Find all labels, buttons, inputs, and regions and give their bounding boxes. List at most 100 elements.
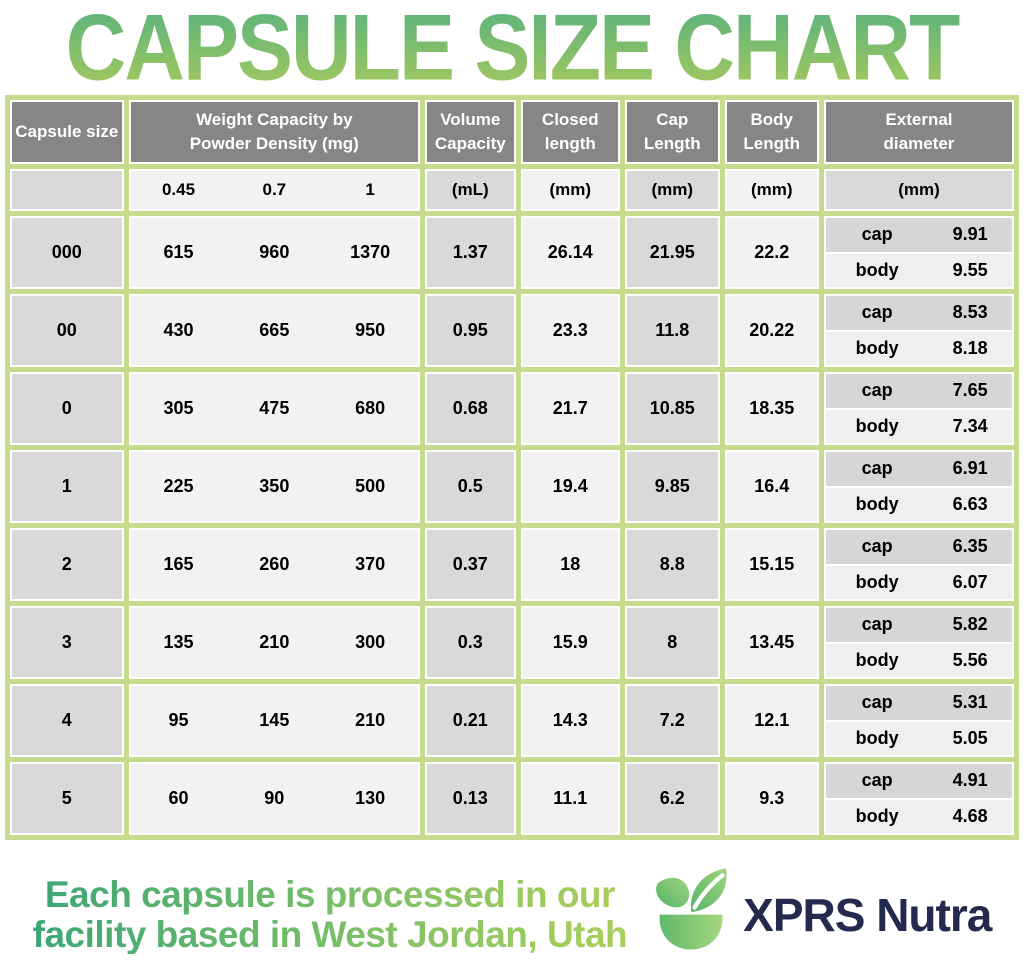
- weight-value-045: 95: [168, 710, 189, 730]
- weight-value-07: 475: [259, 398, 290, 418]
- unit-external-diameter: (mm): [823, 169, 1014, 211]
- external-diameter-body-row: body 9.55: [825, 253, 1012, 287]
- capsule-size-cell: 00: [10, 294, 124, 367]
- tagline: Each capsule is processed in our facilit…: [33, 875, 628, 955]
- weight-value-07: 145: [259, 710, 290, 730]
- unit-capsule-size-empty: [10, 169, 124, 211]
- external-diameter-cap-row: cap 4.91: [825, 764, 1012, 798]
- body-length-cell: 18.35: [724, 372, 819, 445]
- body-length-cell: 12.1: [724, 684, 819, 757]
- table-row: 1 225 350 500 0.5 19.4 9.85 16.4 cap 6.9…: [10, 450, 1014, 523]
- header-cap-line2: Length: [643, 134, 701, 153]
- weight-value-07: 210: [259, 632, 290, 652]
- body-length-cell: 20.22: [724, 294, 819, 367]
- ext-cap-label: cap: [861, 614, 893, 635]
- header-external-diameter: External diameter: [823, 100, 1014, 164]
- body-length-cell: 9.3: [724, 762, 819, 835]
- volume-capacity-cell: 0.13: [425, 762, 516, 835]
- external-diameter-body-row: body 7.34: [825, 409, 1012, 443]
- ext-body-value: 9.55: [952, 259, 988, 280]
- table-row: 0 305 475 680 0.68 21.7 10.85 18.35 cap …: [10, 372, 1014, 445]
- weight-value-045: 430: [163, 320, 194, 340]
- capsule-size-cell: 5: [10, 762, 124, 835]
- external-diameter-cap-row: cap 5.31: [825, 686, 1012, 720]
- header-body-length: Body Length: [724, 100, 819, 164]
- header-body-line2: Length: [743, 134, 801, 153]
- external-diameter-cap-row: cap 5.82: [825, 608, 1012, 642]
- weight-value-1: 500: [355, 476, 386, 496]
- ext-body-value: 4.68: [952, 805, 988, 826]
- cap-length-cell: 10.85: [625, 372, 720, 445]
- volume-capacity-cell: 0.21: [425, 684, 516, 757]
- external-diameter-cap-row: cap 6.35: [825, 530, 1012, 564]
- header-closed-line2: length: [544, 134, 596, 153]
- header-volume-capacity: Volume Capacity: [425, 100, 516, 164]
- ext-body-label: body: [855, 259, 899, 280]
- table-row: 3 135 210 300 0.3 15.9 8 13.45 cap 5.82 …: [10, 606, 1014, 679]
- weight-value-045: 305: [163, 398, 194, 418]
- ext-cap-label: cap: [861, 536, 893, 557]
- table-row: 2 165 260 370 0.37 18 8.8 15.15 cap 6.35…: [10, 528, 1014, 601]
- weight-capacity-cell: 615 960 1370: [128, 216, 421, 289]
- external-diameter-cap-row: cap 9.91: [825, 218, 1012, 252]
- table-header-row: Capsule size Weight Capacity by Powder D…: [10, 100, 1014, 164]
- ext-body-label: body: [855, 493, 899, 514]
- weight-capacity-cell: 165 260 370: [128, 528, 421, 601]
- ext-body-label: body: [855, 415, 899, 436]
- weight-value-07: 260: [259, 554, 290, 574]
- tagline-line1: Each capsule is processed in our: [44, 873, 615, 915]
- cap-length-cell: 8: [625, 606, 720, 679]
- external-diameter-cell: cap 7.65 body 7.34: [823, 372, 1014, 445]
- table-row: 00 430 665 950 0.95 23.3 11.8 20.22 cap …: [10, 294, 1014, 367]
- unit-body-length: (mm): [724, 169, 819, 211]
- capsule-size-table: Capsule size Weight Capacity by Powder D…: [5, 95, 1019, 840]
- ext-body-value: 5.05: [952, 727, 988, 748]
- closed-length-cell: 14.3: [520, 684, 621, 757]
- ext-cap-value: 8.53: [952, 302, 988, 323]
- table-body: 000 615 960 1370 1.37 26.14 21.95 22.2 c…: [10, 216, 1014, 835]
- capsule-size-cell: 0: [10, 372, 124, 445]
- header-volume-line1: Volume: [440, 110, 501, 130]
- weight-capacity-cell: 135 210 300: [128, 606, 421, 679]
- volume-capacity-cell: 0.95: [425, 294, 516, 367]
- weight-value-1: 950: [355, 320, 386, 340]
- unit-density-1: 1: [365, 180, 375, 199]
- unit-density-07: 0.7: [262, 180, 287, 199]
- header-cap-length: Cap Length: [625, 100, 720, 164]
- weight-value-1: 370: [355, 554, 386, 574]
- external-diameter-body-row: body 5.56: [825, 643, 1012, 677]
- weight-value-045: 135: [163, 632, 194, 652]
- ext-cap-value: 5.82: [952, 614, 988, 635]
- ext-body-value: 8.18: [952, 337, 988, 358]
- weight-value-07: 350: [259, 476, 290, 496]
- header-weight-line1: Weight Capacity by: [196, 110, 353, 130]
- weight-value-07: 90: [264, 788, 285, 808]
- unit-volume: (mL): [425, 169, 516, 211]
- external-diameter-cell: cap 4.91 body 4.68: [823, 762, 1014, 835]
- weight-value-07: 665: [259, 320, 290, 340]
- ext-cap-value: 6.91: [952, 458, 988, 479]
- table-row: 4 95 145 210 0.21 14.3 7.2 12.1 cap 5.31…: [10, 684, 1014, 757]
- ext-cap-label: cap: [861, 692, 893, 713]
- header-weight-capacity: Weight Capacity by Powder Density (mg): [128, 100, 421, 164]
- header-cap-line1: Cap: [656, 110, 689, 130]
- table-row: 000 615 960 1370 1.37 26.14 21.95 22.2 c…: [10, 216, 1014, 289]
- table-row: 5 60 90 130 0.13 11.1 6.2 9.3 cap 4.91 b…: [10, 762, 1014, 835]
- weight-capacity-cell: 60 90 130: [128, 762, 421, 835]
- closed-length-cell: 19.4: [520, 450, 621, 523]
- weight-value-1: 1370: [350, 242, 391, 262]
- volume-capacity-cell: 0.68: [425, 372, 516, 445]
- cap-length-cell: 9.85: [625, 450, 720, 523]
- header-external-line2: diameter: [883, 134, 955, 153]
- capsule-size-cell: 3: [10, 606, 124, 679]
- unit-weight-densities: 0.45 0.7 1: [128, 169, 421, 211]
- capsule-size-cell: 1: [10, 450, 124, 523]
- ext-cap-value: 9.91: [952, 224, 988, 245]
- header-external-line1: External: [885, 110, 953, 130]
- footer: Each capsule is processed in our facilit…: [0, 864, 1024, 965]
- weight-capacity-cell: 305 475 680: [128, 372, 421, 445]
- ext-body-value: 5.56: [952, 649, 988, 670]
- weight-capacity-cell: 225 350 500: [128, 450, 421, 523]
- brand-name: XPRS Nutra: [743, 888, 992, 941]
